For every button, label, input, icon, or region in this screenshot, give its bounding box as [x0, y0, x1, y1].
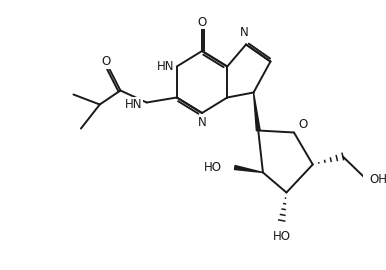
Text: HO: HO	[203, 161, 222, 174]
Text: O: O	[102, 55, 111, 68]
Polygon shape	[254, 93, 260, 131]
Text: N: N	[240, 26, 249, 39]
Polygon shape	[234, 166, 263, 173]
Text: O: O	[197, 15, 207, 29]
Text: O: O	[299, 118, 308, 131]
Text: OH: OH	[369, 173, 386, 186]
Text: N: N	[198, 116, 207, 129]
Text: HO: HO	[273, 230, 291, 242]
Text: HN: HN	[156, 60, 174, 73]
Text: HN: HN	[125, 98, 142, 111]
